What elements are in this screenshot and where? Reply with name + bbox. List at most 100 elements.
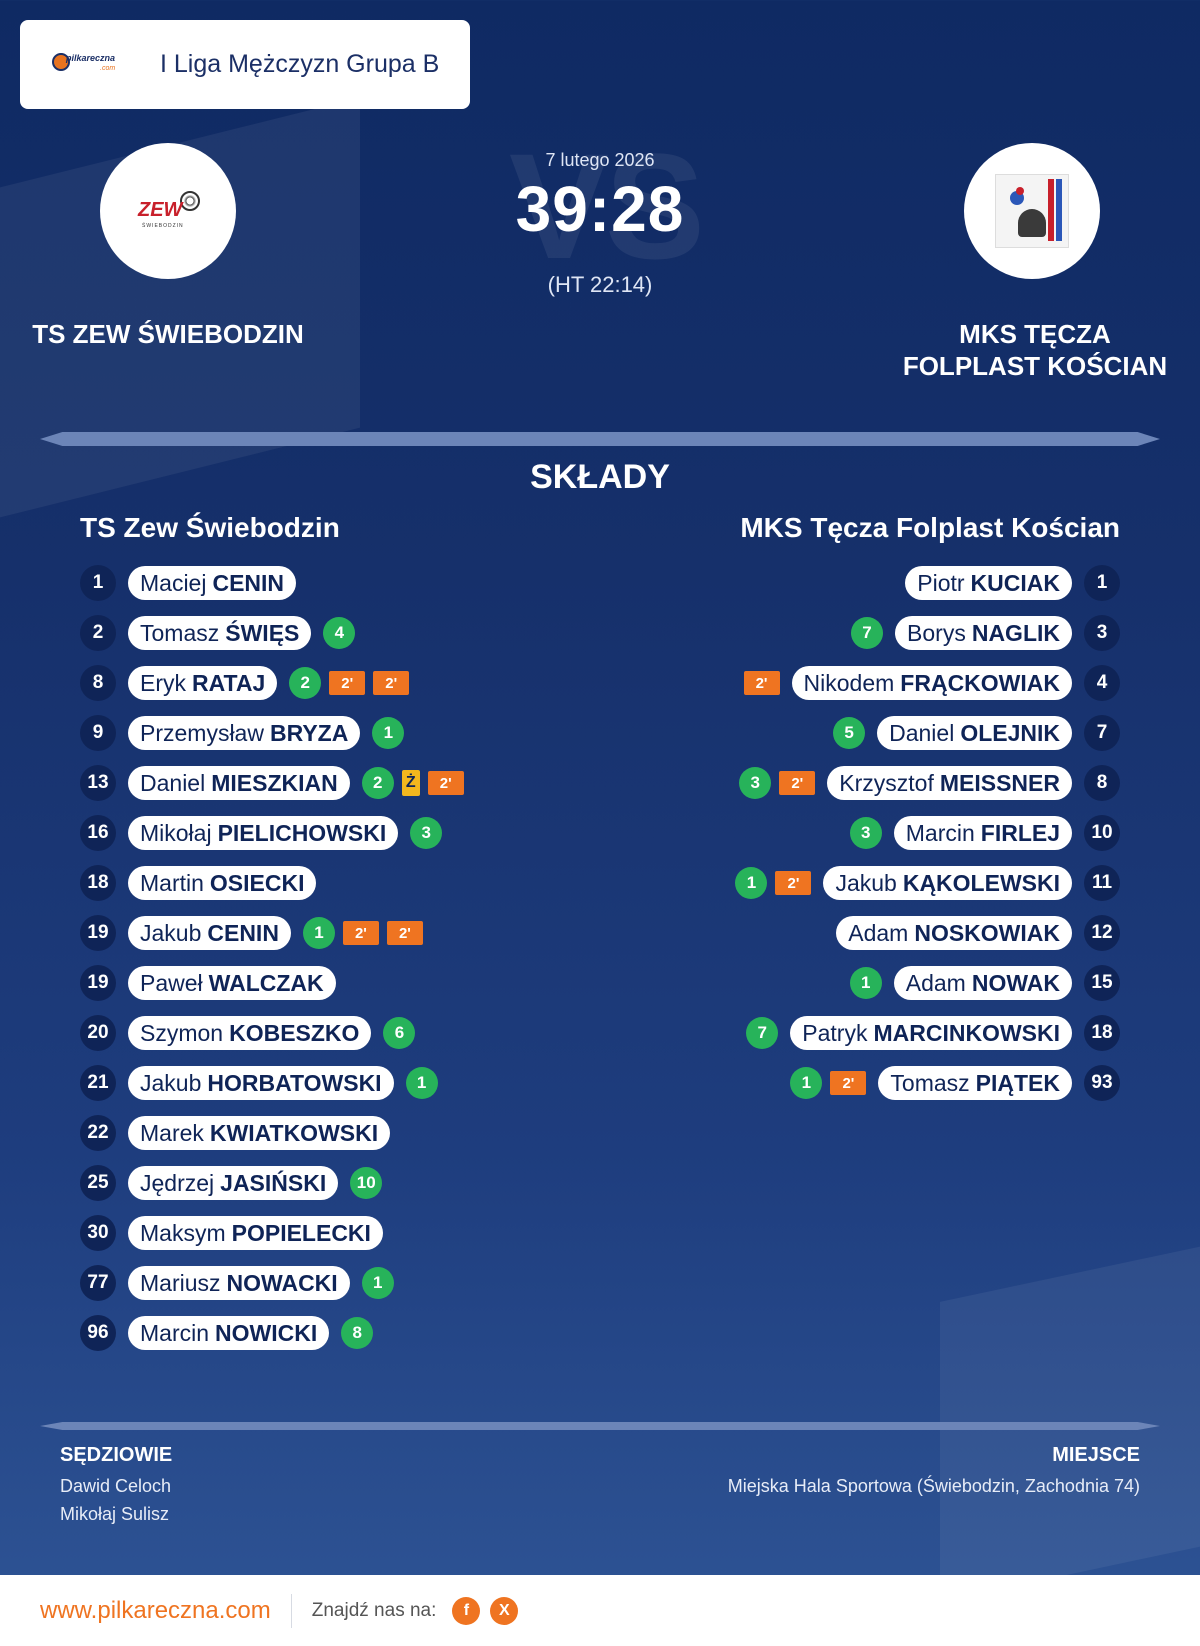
player-name: Martin OSIECKI: [128, 866, 317, 900]
suspension-badge: 2': [775, 871, 812, 895]
goals-badge: 3: [739, 767, 772, 799]
player-last-name: FIRLEJ: [980, 819, 1060, 846]
away-team-name: MKS TĘCZA FOLPLAST KOŚCIAN: [880, 318, 1190, 382]
player-stats: 4: [323, 617, 356, 649]
player-number: 20: [80, 1015, 116, 1051]
home-squad-title: TS Zew Świebodzin: [80, 512, 340, 543]
player-name: Tomasz ŚWIĘS: [128, 616, 312, 650]
facebook-icon[interactable]: f: [452, 1596, 481, 1625]
player-first-name: Maksym: [140, 1219, 226, 1246]
goals-badge: 1: [849, 967, 882, 999]
player-last-name: KUCIAK: [970, 569, 1060, 596]
player-name: Tomasz PIĄTEK: [878, 1066, 1072, 1100]
player-name: Marcin FIRLEJ: [893, 816, 1072, 850]
player-row: 7 Daniel OLEJNIK 5: [600, 708, 1120, 758]
player-first-name: Borys: [907, 619, 966, 646]
player-stats: 7: [851, 617, 884, 649]
player-row: 96 Marcin NOWICKI 8: [80, 1308, 600, 1358]
goals-badge: 1: [361, 1267, 394, 1299]
goals-badge: 6: [383, 1017, 416, 1049]
player-last-name: ŚWIĘS: [225, 619, 300, 646]
player-row: 77 Mariusz NOWACKI 1: [80, 1258, 600, 1308]
suspension-badge: 2': [373, 671, 410, 695]
player-stats: 1 2' 2': [302, 917, 423, 949]
goals-badge: 1: [372, 717, 405, 749]
player-stats: 1 2': [735, 867, 812, 899]
player-stats: 6: [383, 1017, 416, 1049]
goals-badge: 1: [302, 917, 335, 949]
player-row: 12 Adam NOSKOWIAK: [600, 908, 1120, 958]
goals-badge: 10: [350, 1167, 383, 1199]
referees-label: SĘDZIOWIE: [60, 1444, 173, 1466]
player-first-name: Marcin: [905, 819, 975, 846]
x-icon[interactable]: X: [490, 1596, 519, 1625]
player-stats: 2': [743, 671, 780, 695]
player-first-name: Przemysław: [140, 719, 264, 746]
match-date: 7 lutego 2026: [545, 150, 655, 170]
player-row: 11 Jakub KĄKOLEWSKI 1 2': [600, 858, 1120, 908]
halftime-score: (HT 22:14): [547, 272, 653, 297]
player-row: 21 Jakub HORBATOWSKI 1: [80, 1058, 600, 1108]
player-number: 8: [1084, 765, 1120, 801]
player-name: Mikołaj PIELICHOWSKI: [128, 816, 399, 850]
player-name: Adam NOWAK: [893, 966, 1072, 1000]
player-row: 2 Tomasz ŚWIĘS 4: [80, 608, 600, 658]
logo-text: pilkareczna: [66, 52, 116, 63]
player-number: 10: [1084, 815, 1120, 851]
player-last-name: NOWICKI: [215, 1319, 318, 1346]
player-first-name: Nikodem: [803, 669, 895, 696]
player-last-name: JASIŃSKI: [220, 1169, 327, 1196]
player-first-name: Paweł: [140, 969, 203, 996]
suspension-badge: 2': [329, 671, 366, 695]
player-first-name: Mikołaj: [140, 819, 212, 846]
player-row: 13 Daniel MIESZKIAN 2 Ż 2': [80, 758, 600, 808]
player-number: 96: [80, 1315, 116, 1351]
player-row: 22 Marek KWIATKOWSKI: [80, 1108, 600, 1158]
away-squad-list: 1 Piotr KUCIAK 3 Borys NAGLIK 7 4 Nikodem FRĄCKOW…: [600, 558, 1120, 1108]
player-name: Jędrzej JASIŃSKI: [128, 1166, 339, 1200]
player-name: Daniel OLEJNIK: [877, 716, 1072, 750]
vs-watermark: VS: [508, 122, 705, 290]
player-stats: 1: [361, 1267, 394, 1299]
player-name: Piotr KUCIAK: [905, 566, 1072, 600]
player-name: Jakub CENIN: [128, 916, 291, 950]
player-row: 93 Tomasz PIĄTEK 1 2': [600, 1058, 1120, 1108]
player-number: 22: [80, 1115, 116, 1151]
suspension-badge: 2': [830, 1071, 867, 1095]
website-link[interactable]: www.pilkareczna.com: [40, 1596, 271, 1624]
player-number: 2: [80, 615, 116, 651]
player-row: 18 Martin OSIECKI: [80, 858, 600, 908]
player-number: 7: [1084, 715, 1120, 751]
away-squad-title: MKS Tęcza Folplast Kościan: [740, 512, 1120, 543]
player-stats: 1: [372, 717, 405, 749]
player-first-name: Piotr: [917, 569, 965, 596]
player-stats: 1: [849, 967, 882, 999]
player-last-name: NOWAK: [971, 969, 1060, 996]
ball-icon: [180, 191, 200, 211]
player-stats: 3 2': [739, 767, 816, 799]
player-last-name: CENIN: [207, 919, 279, 946]
player-first-name: Jędrzej: [140, 1169, 215, 1196]
player-name: Mariusz NOWACKI: [128, 1266, 350, 1300]
player-first-name: Jakub: [140, 919, 202, 946]
player-number: 4: [1084, 665, 1120, 701]
player-last-name: MARCINKOWSKI: [873, 1019, 1060, 1046]
player-row: 25 Jędrzej JASIŃSKI 10: [80, 1158, 600, 1208]
player-name: Eryk RATAJ: [128, 666, 278, 700]
player-first-name: Jakub: [140, 1069, 202, 1096]
player-row: 30 Maksym POPIELECKI: [80, 1208, 600, 1258]
venue-label: MIEJSCE: [1052, 1444, 1140, 1466]
player-first-name: Tomasz: [890, 1069, 970, 1096]
player-last-name: OLEJNIK: [960, 719, 1060, 746]
player-last-name: KOBESZKO: [229, 1019, 360, 1046]
player-row: 3 Borys NAGLIK 7: [600, 608, 1120, 658]
player-stats: 2 2' 2': [289, 667, 410, 699]
player-last-name: PIĄTEK: [975, 1069, 1060, 1096]
player-number: 19: [80, 965, 116, 1001]
goals-badge: 7: [851, 617, 884, 649]
goals-badge: 1: [790, 1067, 823, 1099]
player-first-name: Tomasz: [140, 619, 220, 646]
player-row: 16 Mikołaj PIELICHOWSKI 3: [80, 808, 600, 858]
player-first-name: Eryk: [140, 669, 186, 696]
player-last-name: HORBATOWSKI: [207, 1069, 382, 1096]
